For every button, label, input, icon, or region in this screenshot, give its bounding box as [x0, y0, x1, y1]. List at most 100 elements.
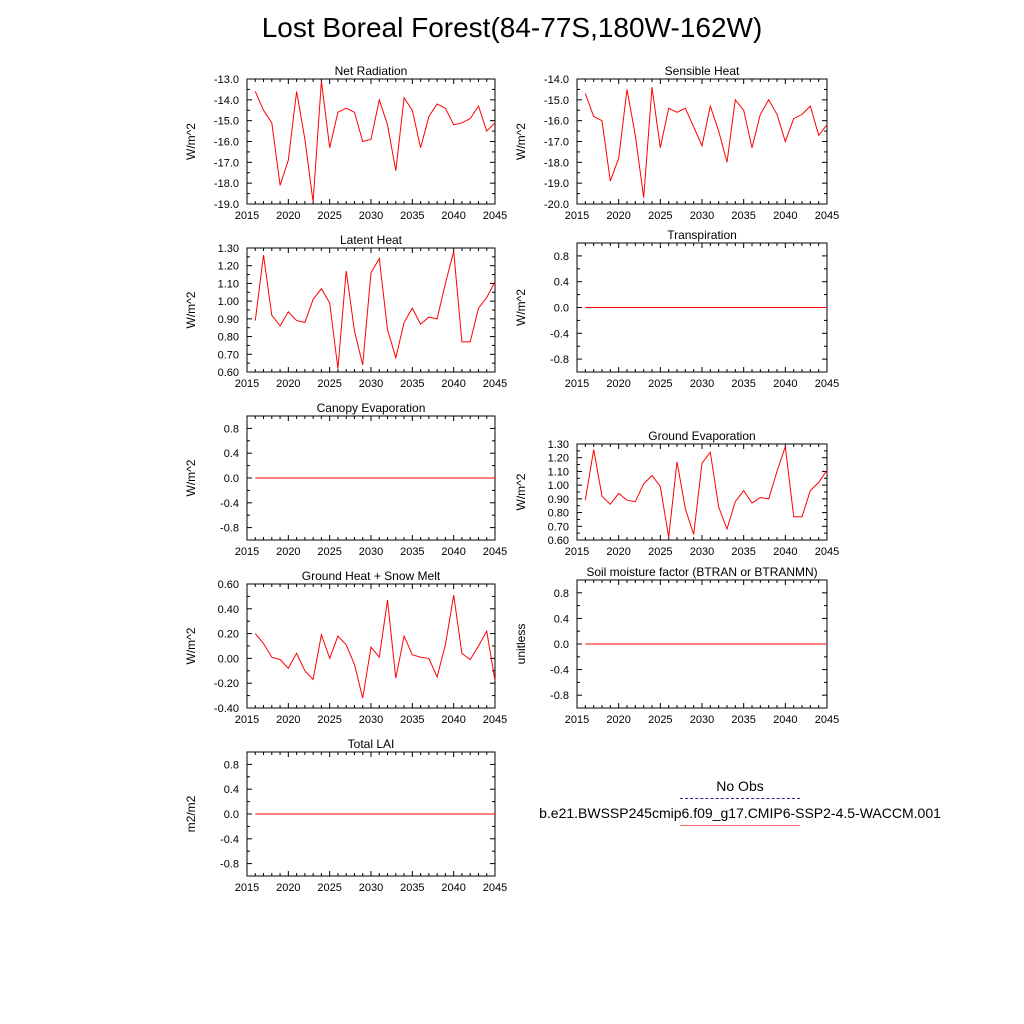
y-tick-label: -18.0	[214, 178, 239, 190]
x-tick-label: 2035	[400, 378, 424, 390]
x-tick-label: 2025	[317, 882, 341, 894]
y-tick-label: 0.8	[224, 423, 239, 435]
x-tick-label: 2045	[483, 378, 507, 390]
x-tick-label: 2015	[565, 546, 589, 558]
x-tick-label: 2020	[276, 210, 300, 222]
plot-frame	[246, 247, 496, 373]
y-tick-label: 0.60	[548, 535, 569, 547]
legend-obs-label: No Obs	[716, 778, 764, 794]
y-tick-label: 0.00	[218, 653, 239, 665]
x-tick-label: 2030	[359, 210, 383, 222]
plot-frame	[576, 78, 828, 205]
y-tick-label: -14.0	[214, 95, 239, 107]
y-tick-label: 0.4	[554, 277, 569, 289]
x-tick-label: 2035	[400, 882, 424, 894]
panel-2: Sensible Heat W/m^2 2015 2020 2025 2030 2035 20…	[514, 64, 839, 222]
y-tick-label: -17.0	[544, 137, 569, 149]
y-tick-label: 1.10	[548, 466, 569, 478]
y-tick-label: -15.0	[544, 95, 569, 107]
legend: No Obs b.e21.BWSSP245cmip6.f09_g17.CMIP6…	[520, 776, 960, 830]
panel-title: Latent Heat	[340, 233, 403, 247]
x-tick-label: 2015	[235, 882, 259, 894]
y-axis-label: W/m^2	[184, 459, 198, 496]
y-tick-label: 1.30	[218, 243, 239, 255]
series-line	[254, 595, 496, 699]
y-tick-label: -0.4	[550, 328, 569, 340]
x-tick-label: 2040	[773, 210, 797, 222]
y-tick-label: 0.4	[224, 784, 239, 796]
y-axis-label: unitless	[514, 624, 528, 665]
panel-6: Ground Evaporation W/m^2 2015 2020 2025 2030 2…	[514, 429, 839, 558]
y-tick-label: 0.60	[218, 579, 239, 591]
y-tick-label: -0.8	[220, 859, 239, 871]
y-axis-label: W/m^2	[184, 123, 198, 160]
y-tick-label: 0.4	[554, 613, 569, 625]
x-tick-label: 2020	[606, 378, 630, 390]
x-tick-label: 2025	[648, 210, 672, 222]
x-tick-label: 2045	[815, 378, 839, 390]
y-tick-label: -0.20	[214, 678, 239, 690]
x-tick-label: 2030	[359, 882, 383, 894]
y-tick-label: 0.20	[218, 629, 239, 641]
x-tick-label: 2045	[483, 546, 507, 558]
panel-title: Soil moisture factor (BTRAN or BTRANMN)	[586, 565, 817, 579]
x-tick-label: 2030	[690, 546, 714, 558]
y-tick-label: -20.0	[544, 199, 569, 211]
x-tick-label: 2030	[690, 210, 714, 222]
x-tick-label: 2015	[235, 378, 259, 390]
panel-9: Total LAI m2/m2 2015 2020 2025 2030 2035 2040 20…	[184, 737, 507, 894]
y-axis-label: m2/m2	[184, 795, 198, 832]
x-tick-label: 2015	[565, 714, 589, 726]
x-tick-label: 2035	[400, 714, 424, 726]
y-tick-label: -0.4	[550, 665, 569, 677]
x-tick-label: 2035	[731, 210, 755, 222]
y-tick-label: -0.4	[220, 498, 239, 510]
x-tick-label: 2030	[690, 378, 714, 390]
x-tick-label: 2040	[441, 546, 465, 558]
x-tick-label: 2015	[565, 210, 589, 222]
panel-3: Latent Heat W/m^2 2015 2020 2025 2030 2035 2040…	[184, 233, 507, 390]
y-tick-label: -18.0	[544, 157, 569, 169]
y-tick-label: -15.0	[214, 116, 239, 128]
y-tick-label: 0.80	[548, 508, 569, 520]
x-tick-label: 2015	[235, 714, 259, 726]
x-tick-label: 2025	[317, 546, 341, 558]
y-tick-label: 0.80	[218, 332, 239, 344]
y-axis-label: W/m^2	[514, 123, 528, 160]
panel-title: Canopy Evaporation	[317, 401, 426, 415]
y-tick-label: 0.90	[548, 494, 569, 506]
series-line	[584, 446, 828, 538]
x-tick-label: 2040	[773, 714, 797, 726]
y-tick-label: 1.30	[548, 439, 569, 451]
x-tick-label: 2025	[317, 378, 341, 390]
page-title: Lost Boreal Forest(84-77S,180W-162W)	[261, 12, 763, 43]
y-tick-label: 0.40	[218, 604, 239, 616]
x-tick-label: 2020	[276, 546, 300, 558]
y-axis-label: W/m^2	[514, 289, 528, 326]
x-tick-label: 2020	[606, 546, 630, 558]
y-tick-label: 0.90	[218, 314, 239, 326]
panel-title: Net Radiation	[335, 64, 408, 78]
y-tick-label: -16.0	[214, 137, 239, 149]
y-tick-label: 0.8	[554, 588, 569, 600]
y-tick-label: 1.10	[218, 278, 239, 290]
panel-title: Transpiration	[667, 228, 737, 242]
x-tick-label: 2025	[648, 378, 672, 390]
y-tick-label: 0.0	[554, 303, 569, 315]
y-tick-label: 0.0	[224, 809, 239, 821]
x-tick-label: 2035	[731, 714, 755, 726]
x-tick-label: 2030	[359, 714, 383, 726]
x-tick-label: 2020	[606, 210, 630, 222]
y-tick-label: 0.8	[224, 759, 239, 771]
y-tick-label: 0.8	[554, 251, 569, 263]
y-tick-label: -19.0	[214, 199, 239, 211]
x-tick-label: 2025	[317, 210, 341, 222]
x-tick-label: 2040	[773, 546, 797, 558]
y-tick-label: -13.0	[214, 74, 239, 86]
legend-model-label: b.e21.BWSSP245cmip6.f09_g17.CMIP6-SSP2-4…	[539, 805, 941, 821]
y-tick-label: -14.0	[544, 74, 569, 86]
y-tick-label: -0.8	[550, 690, 569, 702]
x-tick-label: 2030	[690, 714, 714, 726]
x-tick-label: 2045	[815, 714, 839, 726]
